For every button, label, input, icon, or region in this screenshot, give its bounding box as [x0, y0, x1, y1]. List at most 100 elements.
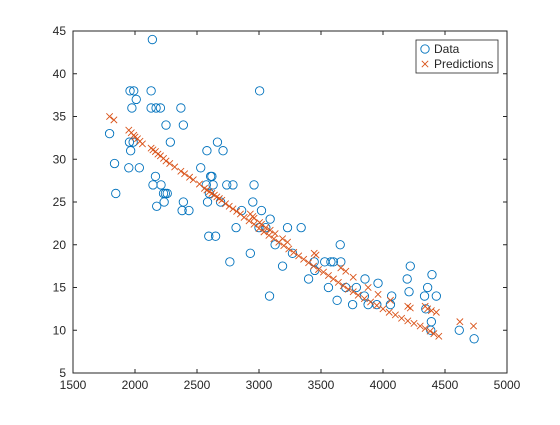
data-point	[228, 180, 238, 190]
prediction-point	[373, 301, 381, 309]
data-point	[126, 146, 136, 156]
data-point	[125, 86, 135, 96]
data-point	[147, 34, 158, 45]
prediction-point	[177, 167, 185, 175]
data-point	[159, 197, 169, 207]
legend-box	[415, 39, 499, 74]
prediction-point	[189, 176, 197, 184]
data-point	[178, 197, 189, 207]
data-point	[178, 120, 189, 130]
data-point	[303, 274, 314, 284]
prediction-point	[186, 173, 194, 181]
data-point	[454, 325, 464, 335]
data-point	[176, 103, 186, 113]
data-point	[335, 240, 345, 250]
axes-box	[72, 30, 508, 374]
x-axis: 1500 2000 2500 3000 3500 4000 4500 5000	[60, 31, 521, 392]
data-point	[249, 180, 259, 190]
data-point	[347, 299, 358, 310]
prediction-point	[312, 251, 320, 259]
data-point	[426, 317, 437, 327]
legend-label: Predictions	[434, 57, 493, 71]
data-point	[128, 137, 138, 147]
plot-area	[104, 34, 479, 344]
x-tick-label: 1500	[60, 378, 87, 392]
prediction-point	[367, 298, 375, 306]
prediction-point	[398, 314, 406, 322]
data-point	[332, 295, 342, 305]
data-point	[256, 205, 267, 216]
data-point	[222, 180, 232, 190]
prediction-point	[435, 332, 443, 340]
data-point	[146, 86, 156, 96]
y-tick-label: 45	[53, 24, 67, 38]
data-point	[326, 257, 336, 267]
data-point	[184, 205, 194, 216]
data-point	[427, 270, 437, 280]
data-point	[210, 231, 221, 241]
data-point	[109, 158, 120, 169]
data-point	[127, 103, 137, 113]
prediction-point	[222, 200, 230, 208]
data-point	[111, 188, 121, 199]
prediction-point	[427, 307, 435, 315]
data-point	[419, 291, 430, 301]
data-point	[282, 222, 293, 233]
data-point	[148, 180, 158, 190]
data-point	[372, 299, 382, 310]
data-point	[261, 222, 271, 233]
data-point	[104, 128, 115, 139]
prediction-point	[354, 291, 362, 299]
prediction-point	[271, 230, 279, 238]
x-tick-label: 2500	[184, 378, 211, 392]
prediction-point	[339, 282, 347, 290]
data-point	[134, 163, 144, 173]
prediction-point	[295, 252, 303, 260]
prediction-point	[110, 116, 118, 124]
data-point	[161, 120, 171, 130]
data-point	[204, 231, 214, 241]
prediction-point	[181, 170, 189, 178]
data-point	[146, 103, 156, 113]
x-tick-label: 2000	[122, 378, 149, 392]
prediction-point	[385, 308, 393, 316]
data-point	[129, 86, 139, 96]
data-point	[131, 94, 141, 105]
prediction-point	[266, 226, 274, 234]
legend-marker-circle	[420, 44, 430, 54]
prediction-point	[290, 248, 298, 256]
data-point	[165, 137, 175, 147]
data-point	[431, 291, 441, 301]
data-point	[328, 257, 339, 267]
data-point	[225, 257, 235, 267]
data-point	[385, 299, 396, 310]
prediction-point	[421, 325, 429, 333]
prediction-point	[426, 327, 434, 335]
prediction-point	[470, 322, 478, 330]
data-point	[150, 171, 161, 182]
x-tick-label: 3000	[246, 378, 273, 392]
prediction-point	[430, 330, 438, 338]
axes-frame	[72, 30, 508, 374]
data-point	[254, 86, 265, 96]
prediction-point	[391, 311, 399, 319]
data-point	[373, 278, 383, 288]
data-point	[231, 222, 241, 233]
prediction-point	[195, 180, 203, 188]
data-point	[218, 146, 228, 156]
prediction-point	[349, 273, 357, 281]
prediction-point	[300, 255, 308, 263]
data-point	[265, 214, 275, 224]
prediction-point	[324, 272, 332, 280]
series-predictions	[106, 112, 478, 340]
prediction-point	[349, 288, 357, 296]
prediction-point	[106, 112, 114, 121]
data-point	[387, 291, 397, 301]
prediction-point	[255, 224, 263, 233]
y-tick-label: 10	[53, 323, 67, 337]
data-point	[264, 291, 275, 301]
data-point	[341, 282, 351, 293]
